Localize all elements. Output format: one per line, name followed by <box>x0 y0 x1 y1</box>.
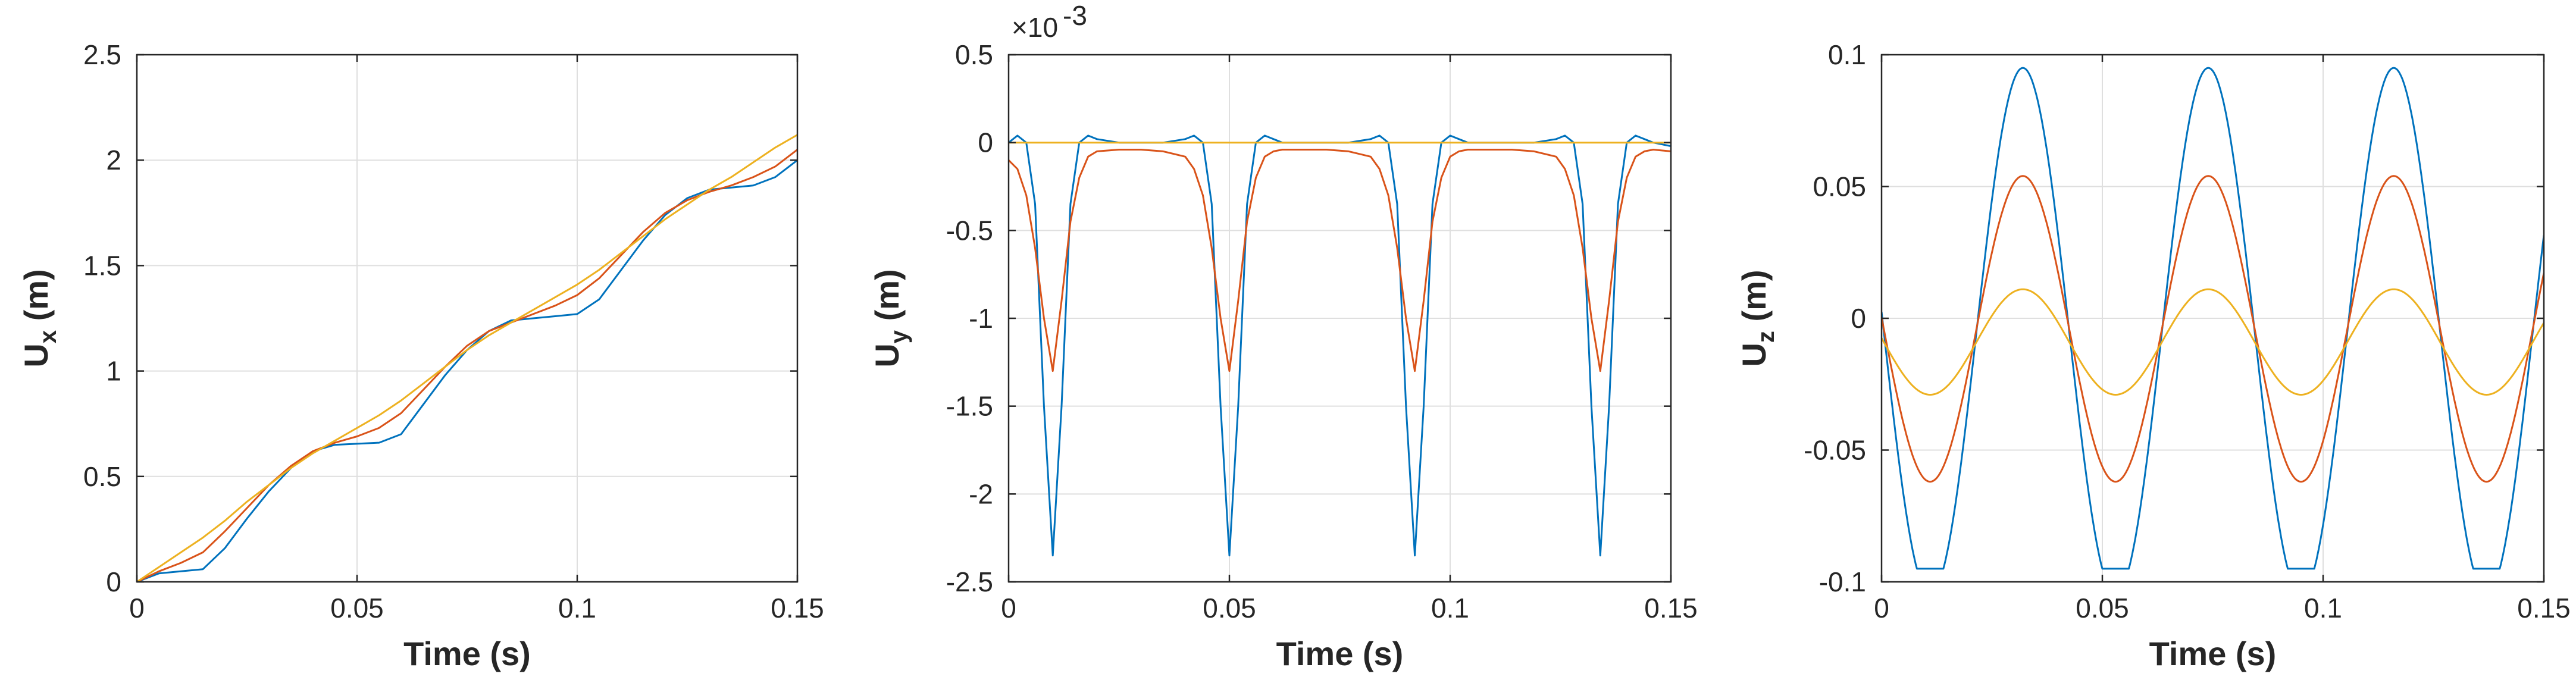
y-tick-label: 1 <box>106 356 121 387</box>
chart-panel-2: 0 0.05 0.1 0.15 -2.5 -2 -1.5 -1 -0.5 0 0.5 Time (s)… <box>868 0 1698 672</box>
y-label-main: U <box>868 343 906 367</box>
series-line-orange <box>1009 149 1671 372</box>
y-tick-label: -2.5 <box>946 566 993 597</box>
x-tick-label: 0.1 <box>1431 593 1469 624</box>
y-label-unit: (m) <box>17 269 55 330</box>
y-label-unit: (m) <box>1735 270 1773 331</box>
y-label-subscript: x <box>35 330 61 343</box>
series-line-orange <box>1882 175 2544 483</box>
y-tick-label: 2.5 <box>83 39 121 70</box>
y-axis-label: Uz (m) <box>1735 270 1779 366</box>
y-label-main: U <box>17 343 55 367</box>
y-tick-label: 1.5 <box>83 250 121 281</box>
x-axis-label: Time (s) <box>403 635 531 672</box>
y-label-unit: (m) <box>868 269 906 330</box>
y-tick-label: -2 <box>969 478 993 509</box>
x-tick-label: 0.05 <box>330 593 384 624</box>
x-tick-label: 0.1 <box>558 593 596 624</box>
y-label-main: U <box>1735 343 1773 366</box>
x-tick-label: 0 <box>1874 593 1889 624</box>
x-tick-label: 0.05 <box>1203 593 1256 624</box>
x-tick-label: 0 <box>1001 593 1016 624</box>
y-tick-label: 0.5 <box>955 39 993 70</box>
y-label-subscript: z <box>1753 331 1779 343</box>
y-tick-label: -1.5 <box>946 391 993 422</box>
y-tick-label: -0.5 <box>946 215 993 246</box>
axes-frame <box>136 54 799 583</box>
y-tick-label: 0.05 <box>1813 171 1866 202</box>
x-axis-label: Time (s) <box>2149 635 2277 672</box>
chart-panel-1: 0 0.05 0.1 0.15 0 0.5 1 1.5 2 2.5 Time (s) Ux (m) <box>17 39 824 672</box>
x-tick-label: 0.15 <box>771 593 824 624</box>
y-tick-label: -1 <box>969 303 993 334</box>
y-tick-label: 0.1 <box>1828 39 1866 70</box>
x-tick-label: 0.05 <box>2076 593 2129 624</box>
chart-panel-3: 0 0.05 0.1 0.15 -0.1 -0.05 0 0.05 0.1 Time (s) Uz … <box>1735 39 2571 672</box>
x-tick-label: 0.15 <box>2517 593 2571 624</box>
y-axis-label: Ux (m) <box>17 269 61 367</box>
series-line-orange <box>137 149 797 583</box>
y-tick-label: -0.05 <box>1804 435 1866 466</box>
x-tick-label: 0.1 <box>2304 593 2342 624</box>
y-tick-label: -0.1 <box>1819 566 1866 597</box>
x-axis-label: Time (s) <box>1276 635 1404 672</box>
y-label-subscript: y <box>886 330 912 343</box>
y-tick-label: 0 <box>1851 303 1866 334</box>
y-tick-label: 0.5 <box>83 461 121 492</box>
y-tick-label: 0 <box>978 127 993 158</box>
x-tick-label: 0 <box>129 593 145 624</box>
axis-exponent-power: -3 <box>1063 0 1087 31</box>
y-tick-label: 2 <box>106 145 121 176</box>
y-tick-label: 0 <box>106 566 121 597</box>
series-line-yellow <box>1882 288 2544 396</box>
series-line-blue <box>1882 67 2544 570</box>
series-line-yellow <box>137 134 797 583</box>
axis-exponent-base: ×10 <box>1012 12 1058 43</box>
axis-exponent: ×10 -3 <box>1012 0 1087 43</box>
x-tick-label: 0.15 <box>1644 593 1698 624</box>
y-axis-label: Uy (m) <box>868 269 912 367</box>
